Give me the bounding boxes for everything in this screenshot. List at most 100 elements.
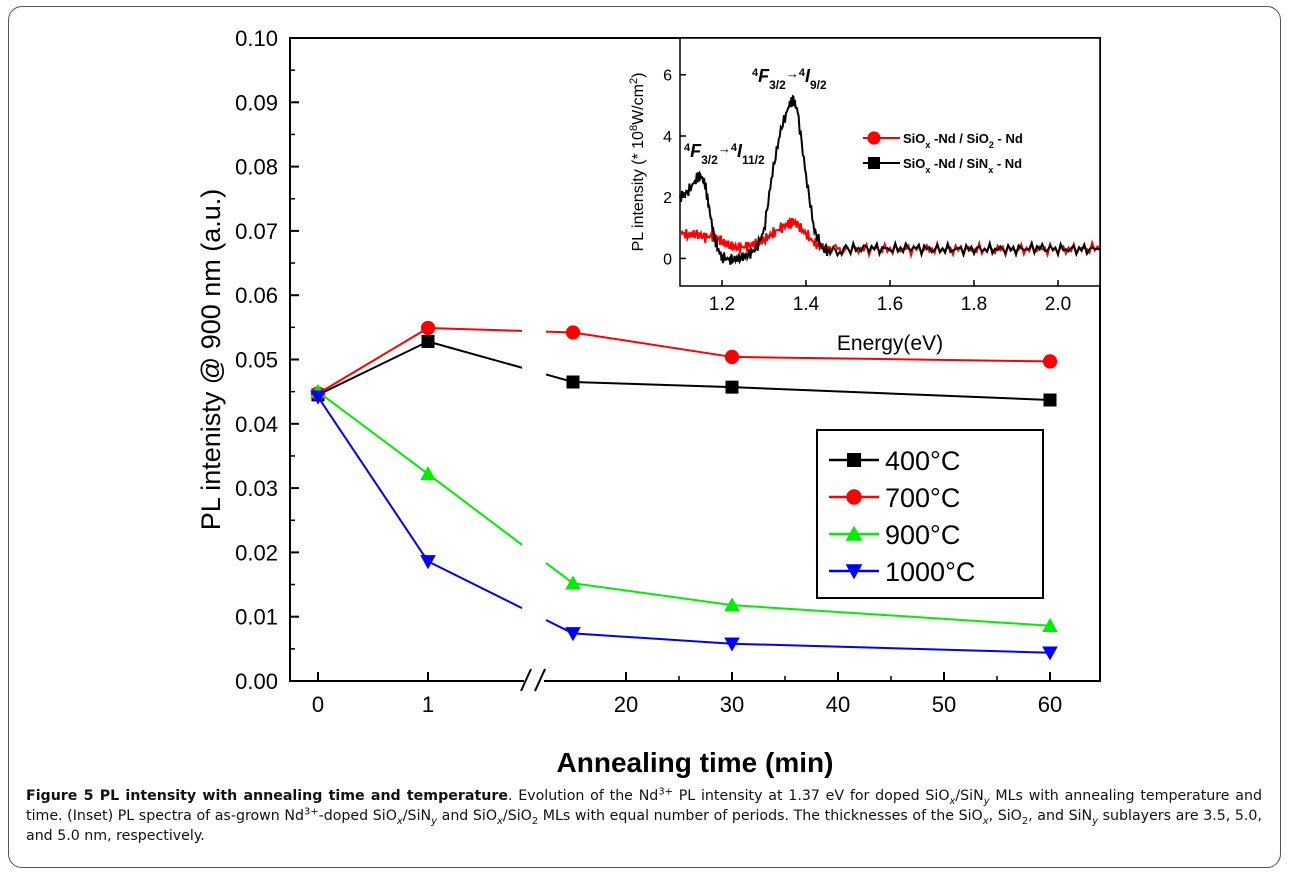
caption-text: , and SiN: [1028, 808, 1093, 824]
inset-transition-label: 4F3/2→4I11/2: [684, 141, 765, 167]
legend-marker: [847, 453, 861, 467]
data-point: [310, 390, 326, 405]
inset-y-axis-label: PL intensity (* 108W/cm2): [628, 73, 647, 252]
series-line: [317, 396, 429, 562]
data-point: [724, 637, 740, 652]
caption-sub: 2: [1021, 815, 1029, 827]
caption-text: and SiO: [437, 808, 498, 824]
figure-caption: Figure 5 PL intensity with annealing tim…: [26, 786, 1262, 846]
inset-y-tick-label: 6: [663, 68, 672, 85]
y-tick-label: 0.02: [235, 540, 278, 565]
data-point: [724, 349, 740, 365]
caption-text: /SiN: [402, 808, 432, 824]
legend-marker: [845, 525, 863, 541]
legend-marker: [846, 489, 862, 505]
data-point: [1042, 354, 1058, 369]
caption-text: sublayers are 3.5, 5.0, and 5.0 nm, resp…: [26, 808, 1262, 844]
caption-title: Figure 5 PL intensity with annealing tim…: [26, 788, 508, 804]
y-tick-label: 0.07: [235, 219, 278, 244]
inset-y-tick-label: 2: [663, 190, 672, 207]
data-point: [566, 375, 580, 389]
series-line: [427, 340, 523, 369]
series-line: [572, 381, 1051, 402]
y-tick-label: 0.03: [235, 476, 278, 501]
inset-y-tick-label: 4: [663, 129, 672, 146]
caption-text: MLs with equal number of periods. The th…: [538, 808, 983, 824]
axis-break-mark: [534, 668, 546, 692]
caption-text: MLs with annealing temperature and time.…: [26, 788, 1262, 824]
y-tick-label: 0.10: [235, 26, 278, 51]
data-point: [420, 320, 436, 336]
legend-label: 1000°C: [885, 557, 975, 587]
caption-text: /SiN: [955, 788, 984, 804]
inset-transition-label: 4F3/2→4I9/2: [752, 66, 827, 92]
series-line: [317, 390, 429, 475]
inset-y-tick-label: 0: [663, 251, 672, 268]
y-axis-label: PL intenisty @ 900 nm (a.u.): [196, 189, 226, 531]
x-tick-label: 50: [932, 692, 956, 717]
axis-break-gap: [524, 669, 544, 693]
x-axis-label: Annealing time (min): [557, 747, 834, 778]
legend-marker: [845, 564, 863, 580]
caption-text: /SiO: [502, 808, 532, 824]
inset-legend-label: SiOx -Nd / SiNx - Nd: [903, 156, 1022, 175]
inset-x-tick-label: 1.2: [709, 294, 735, 315]
axis-break-mark: [520, 668, 532, 692]
legend-label: 400°C: [885, 446, 960, 476]
inset-x-tick-label: 1.4: [793, 294, 820, 315]
caption-text: , SiO: [988, 808, 1022, 824]
inset-legend-label: SiOx -Nd / SiO2 - Nd: [903, 131, 1023, 150]
series-line: [317, 327, 429, 395]
inset-x-tick-label: 1.8: [961, 294, 987, 315]
main-plot: 0.00 0.01 0.02 0.03 0.04 0.05 0.06 0.07 0.08 0.09…: [196, 26, 1101, 778]
series-line: [427, 473, 523, 546]
inset-x-axis-label: Energy(eV): [837, 332, 943, 355]
inset-legend-marker: [868, 157, 880, 169]
series-line: [572, 331, 1051, 363]
series-line: [427, 326, 523, 332]
series-line: [427, 560, 523, 609]
legend-label: 900°C: [885, 520, 960, 550]
caption-sup: 3+: [303, 806, 319, 818]
data-point: [1042, 646, 1058, 661]
caption-sub: 2: [531, 815, 539, 827]
caption-sub: y: [983, 795, 990, 807]
data-point: [725, 380, 739, 394]
x-tick-label: 1: [422, 692, 434, 717]
data-point: [421, 334, 435, 348]
caption-text: -doped SiO: [318, 808, 397, 824]
x-tick-label: 20: [614, 692, 638, 717]
figure-chart: 0.00 0.01 0.02 0.03 0.04 0.05 0.06 0.07 0.08 0.09…: [196, 26, 1101, 778]
caption-sup: 3+: [658, 786, 673, 798]
x-tick-label: 30: [720, 692, 744, 717]
caption-sub: x: [982, 815, 989, 827]
y-tick-label: 0.05: [235, 348, 278, 373]
y-tick-label: 0.08: [235, 155, 278, 180]
data-point: [724, 597, 740, 612]
series-line: [317, 340, 429, 396]
x-tick-label: 60: [1038, 692, 1062, 717]
inset-series-line: [679, 94, 1101, 265]
data-point: [1043, 393, 1057, 407]
caption-sub: x: [396, 815, 403, 827]
x-tick-label: 0: [312, 692, 324, 717]
series-line: [572, 632, 1051, 654]
inset-legend-marker: [867, 131, 881, 145]
caption-sub: x: [497, 815, 503, 827]
y-tick-label: 0.01: [235, 605, 278, 630]
caption-sub: y: [1092, 815, 1099, 827]
caption-sub: x: [949, 795, 956, 807]
figure-frame: [8, 6, 1281, 868]
y-tick-label: 0.04: [235, 412, 278, 437]
inset-x-tick-label: 1.6: [877, 294, 903, 315]
data-point: [565, 325, 581, 340]
legend-label: 700°C: [885, 483, 960, 513]
inset-x-tick-label: 2.0: [1045, 294, 1071, 315]
y-tick-label: 0.09: [235, 90, 278, 115]
y-tick-label: 0.06: [235, 283, 278, 308]
data-point: [420, 555, 436, 570]
inset-plot: 0 2 4 6 1.2 1.4 1.6 1.8 2.0 Energy(eV) PL intensit…: [628, 37, 1101, 355]
caption-sub: y: [431, 815, 437, 827]
caption-text: . Evolution of the Nd: [507, 788, 659, 804]
data-point: [565, 575, 581, 590]
